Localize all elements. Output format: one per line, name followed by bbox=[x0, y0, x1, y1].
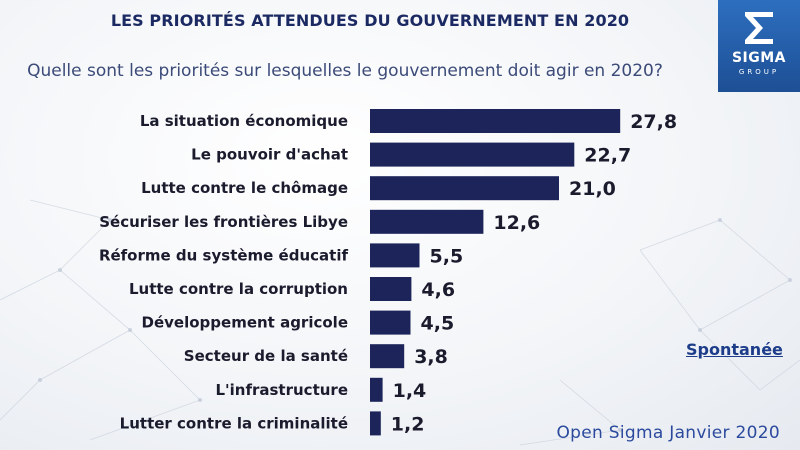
value-label: 5,5 bbox=[430, 245, 464, 267]
value-label: 1,2 bbox=[391, 413, 425, 435]
category-label: Secteur de la santé bbox=[184, 347, 348, 365]
bar bbox=[370, 344, 405, 369]
value-label: 4,6 bbox=[421, 279, 455, 301]
bar bbox=[370, 142, 575, 167]
value-label: 3,8 bbox=[414, 346, 448, 368]
chart-title: LES PRIORITÉS ATTENDUES DU GOUVERNEMENT … bbox=[110, 11, 630, 30]
category-label: Le pouvoir d'achat bbox=[191, 146, 348, 164]
category-label: Sécuriser les frontières Libye bbox=[99, 213, 348, 231]
bar bbox=[370, 243, 420, 268]
category-label: Lutte contre la corruption bbox=[129, 280, 348, 298]
logo-subword: GROUP bbox=[738, 68, 780, 76]
category-label: Lutter contre la criminalité bbox=[120, 414, 348, 432]
bar bbox=[370, 176, 559, 201]
category-label: L'infrastructure bbox=[215, 381, 348, 399]
category-label: Lutte contre le chômage bbox=[141, 179, 348, 197]
sigma-icon bbox=[745, 12, 773, 44]
bar bbox=[370, 277, 412, 301]
footer-source: Open Sigma Janvier 2020 bbox=[556, 423, 780, 443]
value-label: 27,8 bbox=[630, 111, 677, 133]
bar bbox=[370, 109, 621, 133]
value-label: 1,4 bbox=[393, 380, 427, 402]
bar bbox=[370, 377, 383, 402]
bar bbox=[370, 411, 381, 436]
chart-subtitle: Quelle sont les priorités sur lesquelles… bbox=[27, 61, 663, 81]
category-label: Développement agricole bbox=[142, 314, 348, 332]
value-label: 12,6 bbox=[493, 212, 540, 234]
category-label: Réforme du système éducatif bbox=[99, 246, 349, 264]
bar bbox=[370, 310, 411, 335]
sigma-logo: SIGMA GROUP bbox=[718, 0, 800, 92]
spontaneous-annotation: Spontanée bbox=[686, 340, 783, 359]
category-label: La situation économique bbox=[140, 112, 348, 130]
value-label: 4,5 bbox=[421, 313, 455, 335]
logo-word: SIGMA bbox=[731, 50, 787, 66]
bar bbox=[370, 209, 484, 234]
value-label: 21,0 bbox=[569, 178, 616, 200]
value-label: 22,7 bbox=[584, 145, 631, 167]
